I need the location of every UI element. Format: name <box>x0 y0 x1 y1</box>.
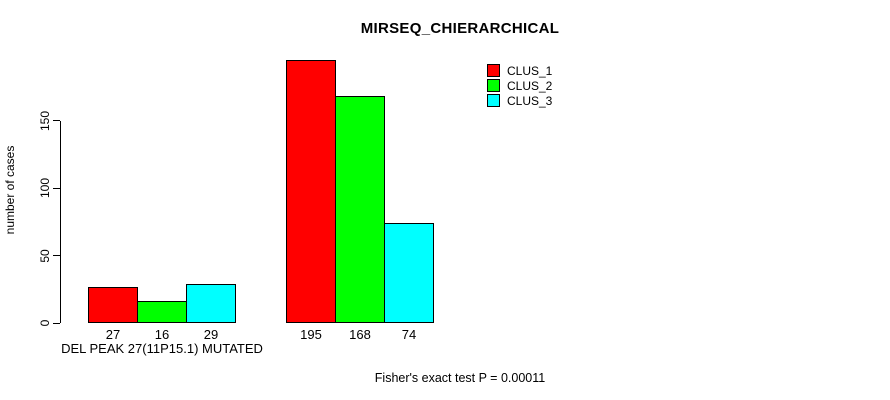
bar-value-label: 168 <box>349 327 371 342</box>
bar-clus_3-group1 <box>186 283 236 323</box>
chart-title: MIRSEQ_CHIERARCHICAL <box>360 20 560 37</box>
y-axis-tick-label: 100 <box>38 177 52 199</box>
y-axis-tick <box>53 120 60 121</box>
x-axis-group-label: DEL PEAK 27(11P15.1) MUTATED <box>61 341 263 356</box>
legend: CLUS_1 CLUS_2 CLUS_3 <box>487 63 552 108</box>
annotation-fisher-test: Fisher's exact test P = 0.00011 <box>374 371 546 385</box>
y-axis-tick <box>53 322 60 324</box>
bar-value-label: 29 <box>203 327 219 342</box>
legend-label: CLUS_2 <box>507 78 553 93</box>
bar-value-label: 27 <box>105 327 121 342</box>
y-axis-tick-label: 150 <box>38 110 52 131</box>
y-axis-tick-label: 0 <box>38 319 52 327</box>
bar-value-label: 195 <box>300 327 322 342</box>
bar-clus_3-group2 <box>384 223 434 323</box>
legend-label: CLUS_1 <box>507 63 553 78</box>
y-axis-tick <box>53 255 60 256</box>
bar-value-label: 74 <box>401 327 417 342</box>
bar-value-label: 16 <box>154 327 170 342</box>
y-axis-tick <box>53 187 60 189</box>
legend-swatch-clus_2 <box>487 79 500 92</box>
legend-row-clus_2: CLUS_2 <box>487 78 552 93</box>
bar-clus_2-group2 <box>335 96 385 323</box>
y-axis-tick-label: 50 <box>38 248 52 263</box>
legend-row-clus_3: CLUS_3 <box>487 93 552 108</box>
y-axis-line <box>60 120 61 323</box>
bar-clus_2-group1 <box>137 301 187 323</box>
legend-swatch-clus_3 <box>487 94 500 107</box>
legend-row-clus_1: CLUS_1 <box>487 63 552 78</box>
bar-clus_1-group2 <box>286 59 336 323</box>
legend-label: CLUS_3 <box>507 93 553 108</box>
legend-swatch-clus_1 <box>487 64 500 77</box>
bar-clus_1-group1 <box>88 286 138 323</box>
